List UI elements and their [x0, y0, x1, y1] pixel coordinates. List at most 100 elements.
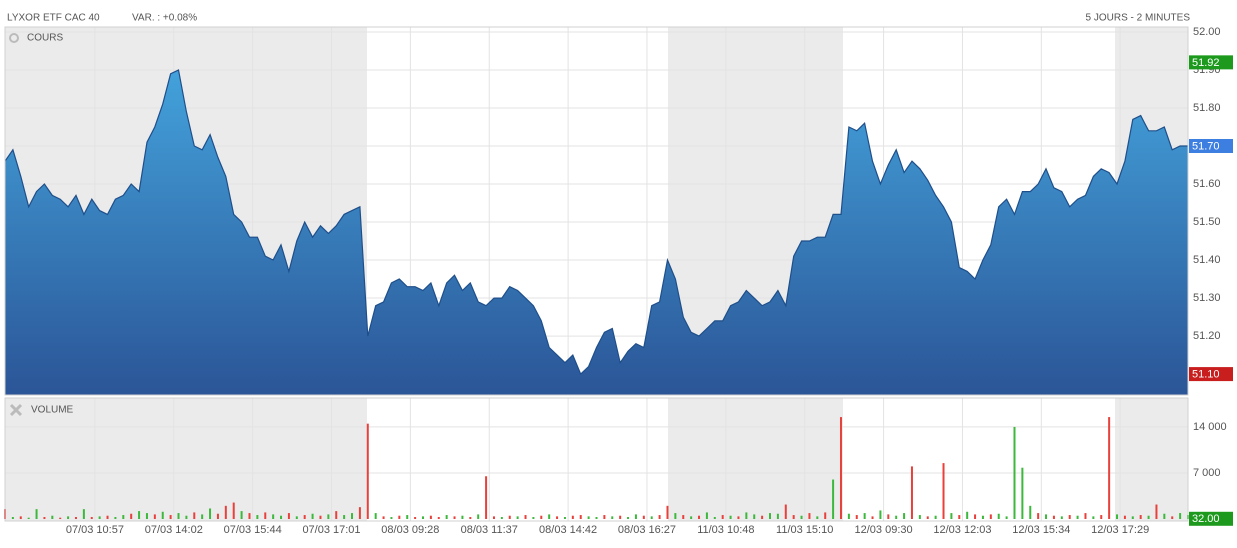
volume-bar: [351, 513, 354, 519]
volume-bar: [90, 517, 93, 519]
volume-bar: [705, 512, 708, 519]
volume-bar: [216, 513, 219, 519]
volume-bar: [761, 515, 764, 519]
volume-bar: [453, 516, 456, 519]
volume-bar: [122, 515, 125, 519]
volume-bar: [492, 516, 495, 519]
volume-bar: [256, 515, 259, 519]
volume-bar: [887, 514, 890, 519]
volume-bar: [950, 513, 953, 519]
x-tick-label: 12/03 09:30: [855, 524, 913, 536]
volume-bar: [295, 516, 298, 519]
volume-bar: [816, 516, 819, 519]
price-badge: [1189, 511, 1233, 526]
volume-bar: [390, 517, 393, 519]
volume-bar: [863, 513, 866, 519]
volume-bar: [682, 515, 685, 519]
volume-bar: [272, 514, 275, 519]
volume-bar: [429, 515, 432, 519]
volume-bar: [642, 515, 645, 519]
badge-label: 51.70: [1192, 140, 1220, 152]
price-badge: [1189, 138, 1233, 153]
volume-bar: [500, 517, 503, 519]
panel-label: VOLUME: [31, 405, 74, 416]
volume-bar: [1171, 516, 1174, 519]
x-tick-label: 12/03 15:34: [1012, 524, 1070, 536]
volume-bar: [114, 517, 117, 519]
volume-bar: [1060, 516, 1063, 519]
y-tick-label: 51.80: [1193, 102, 1221, 114]
volume-bar: [138, 511, 141, 519]
volume-bar: [769, 513, 772, 519]
volume-bar: [745, 512, 748, 519]
volume-bar: [287, 513, 290, 519]
volume-bar: [382, 516, 385, 519]
volume-bar: [224, 505, 227, 519]
volume-bar: [698, 515, 701, 519]
volume-bar: [603, 515, 606, 519]
volume-bar: [264, 512, 267, 519]
volume-bar: [879, 510, 882, 519]
volume-bar: [737, 516, 740, 519]
volume-bar: [11, 517, 14, 519]
volume-bar: [1068, 515, 1071, 519]
x-tick-label: 07/03 10:57: [66, 524, 124, 536]
volume-bar: [366, 423, 369, 519]
volume-bar: [611, 516, 614, 519]
volume-bar: [461, 515, 464, 519]
title: LYXOR ETF CAC 40: [7, 13, 100, 24]
x-tick-label: 08/03 09:28: [381, 524, 439, 536]
volume-bar: [1163, 513, 1166, 519]
volume-bar: [161, 511, 164, 519]
volume-bar: [153, 514, 156, 519]
volume-bar: [209, 508, 212, 519]
volume-bar: [1045, 514, 1048, 519]
volume-bar: [1108, 417, 1111, 519]
volume-bar: [43, 517, 46, 519]
volume-bar: [1013, 426, 1016, 519]
x-tick-label: 12/03 12:03: [933, 524, 991, 536]
volume-bar: [776, 513, 779, 519]
subtitle: VAR. : +0.08%: [132, 13, 197, 24]
volume-bar: [414, 517, 417, 519]
volume-bar: [824, 512, 827, 519]
volume-bar: [437, 517, 440, 519]
volume-bar: [1084, 513, 1087, 519]
volume-bar: [421, 516, 424, 519]
volume-bar: [627, 517, 630, 519]
volume-bar: [311, 513, 314, 519]
volume-bar: [185, 515, 188, 519]
volume-bar: [713, 517, 716, 519]
volume-bar: [1029, 505, 1032, 519]
volume-bar: [871, 516, 874, 519]
volume-bar: [35, 509, 38, 519]
volume-bar: [130, 513, 133, 519]
y-tick-label: 51.20: [1193, 330, 1221, 342]
volume-bar: [595, 517, 598, 519]
volume-bar: [248, 513, 251, 519]
volume-bar: [1021, 467, 1024, 519]
volume-bar: [1147, 515, 1150, 519]
volume-bar: [27, 517, 30, 519]
y-tick-label: 51.60: [1193, 178, 1221, 190]
volume-bar: [343, 515, 346, 519]
volume-bar: [981, 515, 984, 519]
volume-bar: [335, 511, 338, 519]
volume-bar: [855, 515, 858, 519]
volume-bar: [910, 466, 913, 519]
volume-bar: [563, 517, 566, 519]
volume-bar: [1131, 516, 1134, 519]
price-badge: [1189, 55, 1233, 70]
volume-bar: [634, 514, 637, 519]
volume-bar: [74, 517, 77, 519]
y-tick-label: 52.00: [1193, 26, 1221, 38]
volume-bar: [327, 514, 330, 519]
cours-icon: [9, 33, 19, 43]
volume-bar: [729, 515, 732, 519]
y-tick-label: 51.50: [1193, 216, 1221, 228]
volume-bar: [792, 515, 795, 519]
volume-bar: [556, 516, 559, 519]
volume-bar: [169, 515, 172, 519]
volume-bar: [1005, 516, 1008, 519]
volume-bar: [1052, 515, 1055, 519]
